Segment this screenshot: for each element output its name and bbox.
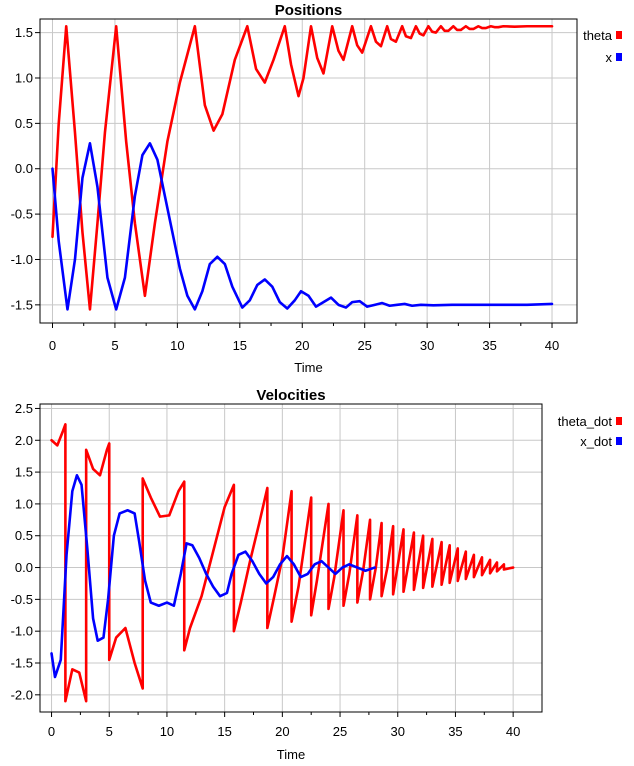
legend-label-x-dot: x_dot [580,434,612,449]
y-tick-label: 2.0 [15,433,33,448]
y-tick-label: 2.5 [15,401,33,416]
y-tick-label: -1.5 [11,656,33,671]
series-line-theta [51,24,554,311]
y-tick-label: 0.5 [15,528,33,543]
chart-title: Velocities [256,387,325,404]
x-tick-label: 5 [111,338,118,353]
legend-swatch-theta-dot [616,417,622,425]
x-tick-label: 25 [357,338,371,353]
x-tick-label: 35 [482,338,496,353]
legend-label-theta: theta [583,28,613,43]
x-tick-label: 40 [545,338,559,353]
y-tick-label: 0.0 [15,560,33,575]
legend-label-x: x [606,50,613,65]
x-tick-label: 30 [420,338,434,353]
series-line-x-dot [50,473,376,679]
x-tick-label: 25 [333,724,347,739]
y-tick-label: 1.0 [15,496,33,511]
x-tick-label: 0 [49,338,56,353]
x-tick-label: 40 [506,724,520,739]
x-tick-label: 20 [275,724,289,739]
x-tick-label: 30 [391,724,405,739]
y-tick-label: -2.0 [11,687,33,702]
series-line-x [51,142,554,311]
chart-title: Positions [275,2,343,19]
y-tick-label: 1.5 [15,25,33,40]
x-axis-label: Time [294,360,322,375]
legend-swatch-x [616,53,622,61]
x-tick-label: 0 [48,724,55,739]
x-tick-label: 10 [160,724,174,739]
y-tick-label: -0.5 [11,592,33,607]
chart-positions: 0 5 10 15 20 25 30 35 40 -1.5 -1.0 -0.5 0.0 0.5 1.0 1.5… [11,2,622,375]
y-tick-label: -1.0 [11,252,33,267]
y-tick-label: -1.5 [11,297,33,312]
x-tick-label: 15 [217,724,231,739]
legend-swatch-x-dot [616,437,622,445]
y-tick-label: 1.5 [15,465,33,480]
legend-label-theta-dot: theta_dot [558,414,613,429]
x-tick-label: 15 [233,338,247,353]
y-tick-label: 0.0 [15,161,33,176]
x-tick-label: 10 [170,338,184,353]
x-axis-label: Time [277,747,305,762]
y-tick-label: -0.5 [11,207,33,222]
plot-frame [39,403,543,713]
y-tick-label: 1.0 [15,70,33,85]
legend-swatch-theta [616,31,622,39]
x-tick-label: 20 [295,338,309,353]
series-line-theta-dot [50,423,515,703]
x-tick-label: 35 [448,724,462,739]
chart-velocities: 0 5 10 15 20 25 30 35 40 -2.0 -1.5 -1.0 -0.5 0.0 0.5 1.… [11,387,622,762]
plot-frame [39,18,578,324]
y-tick-label: -1.0 [11,624,33,639]
x-tick-label: 5 [106,724,113,739]
y-tick-label: 0.5 [15,116,33,131]
